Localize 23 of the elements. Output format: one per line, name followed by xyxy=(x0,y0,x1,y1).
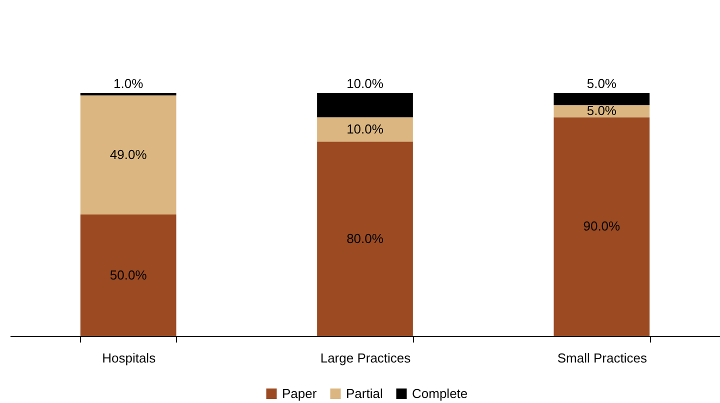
data-label: 49.0% xyxy=(110,146,148,162)
bar xyxy=(317,117,413,142)
bar xyxy=(554,93,650,106)
data-label: 10.0% xyxy=(346,121,384,136)
bar xyxy=(80,95,176,214)
legend-label: Paper xyxy=(282,386,318,401)
data-label: 5.0% xyxy=(586,103,617,118)
x-tick-label: Hospitals xyxy=(102,350,156,366)
legend-label: Complete xyxy=(412,386,468,401)
legend-label: Partial xyxy=(346,386,383,401)
data-label: 1.0% xyxy=(114,76,144,91)
bar xyxy=(317,142,413,336)
bar xyxy=(554,117,650,336)
x-tick-label: Small Practices xyxy=(557,350,648,366)
x-tick-label: Large Practices xyxy=(320,350,412,366)
data-label: 80.0% xyxy=(346,230,384,246)
data-label: 5.0% xyxy=(586,76,617,91)
data-label: 10.0% xyxy=(346,76,384,91)
data-label: 90.0% xyxy=(583,218,621,234)
bar xyxy=(554,105,650,118)
bar xyxy=(80,214,176,336)
bar xyxy=(317,93,413,118)
data-label: 50.0% xyxy=(110,267,148,282)
